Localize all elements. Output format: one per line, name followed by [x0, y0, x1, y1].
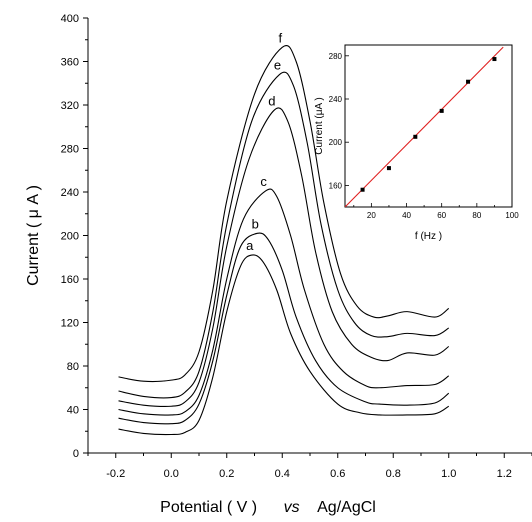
inset-fit-line: [345, 46, 504, 207]
inset-x-tick-label: 100: [505, 211, 519, 220]
series-line-e: [118, 71, 450, 399]
x-tick-label: 0.6: [330, 468, 345, 480]
inset-x-tick-label: 80: [472, 211, 481, 220]
x-tick-label: -0.2: [106, 468, 125, 480]
x-tick-label: 1.0: [441, 468, 456, 480]
y-tick-label: 240: [61, 187, 79, 199]
inset-data-point: [413, 134, 418, 139]
y-axis-title: Current ( μ A ): [25, 185, 42, 286]
y-tick-label: 200: [61, 231, 79, 243]
series-label-e: e: [274, 58, 281, 73]
series-line-c: [118, 188, 450, 416]
inset-frame: [344, 44, 513, 208]
inset-data-point: [439, 108, 444, 113]
inset-data-point: [492, 57, 497, 62]
y-tick-label: 160: [61, 274, 79, 286]
series-label-f: f: [278, 30, 282, 45]
inset-x-tick-label: 60: [437, 211, 446, 220]
series-label-c: c: [260, 174, 267, 189]
x-axis-title-ref: Ag/AgCl: [317, 499, 376, 516]
inset-y-tick-label: 240: [329, 95, 343, 104]
y-tick-label: 0: [73, 448, 79, 460]
inset-data-point: [386, 166, 391, 171]
x-tick-label: 0.0: [164, 468, 179, 480]
inset-data-point: [466, 79, 471, 84]
inset-x-tick-label: 20: [367, 211, 376, 220]
main-plot: 0 40 80 120 160 200 240 280 320 360 400 -0.2 0.0 0.2 0…: [25, 13, 532, 516]
x-tick-label: 0.8: [386, 468, 401, 480]
x-tick-label: 1.2: [497, 468, 512, 480]
inset-data-point: [360, 187, 365, 192]
inset-x-axis-title: f (Hz ): [415, 231, 442, 242]
series-line-a: [118, 254, 450, 436]
x-tick-label: 0.2: [219, 468, 234, 480]
y-tick-label: 80: [67, 361, 79, 373]
inset-plot: 160 200 240 280 20 40 60 80 100 f (Hz ) Current (μ…: [314, 44, 519, 242]
inset-y-tick-label: 280: [329, 52, 343, 61]
y-tick-label: 120: [61, 318, 79, 330]
x-axis-title-main: Potential ( V ): [160, 499, 257, 516]
series-line-f: [118, 45, 450, 382]
series-line-b: [118, 232, 450, 425]
y-tick-label: 40: [67, 405, 79, 417]
inset-y-axis-title: Current (μA ): [314, 97, 325, 154]
y-tick-label: 280: [61, 144, 79, 156]
x-axis-title-vs: vs: [284, 499, 300, 516]
series-label-a: a: [246, 238, 254, 253]
y-tick-label: 320: [61, 100, 79, 112]
series-line-d: [118, 107, 450, 407]
inset-x-tick-label: 40: [402, 211, 411, 220]
main-plot-area: 0 40 80 120 160 200 240 280 320 360 400 -0.2 0.0 0.2 0…: [61, 13, 532, 480]
x-tick-label: 0.4: [275, 468, 290, 480]
x-axis-title: Potential ( V ) vs Ag/AgCl: [160, 499, 376, 516]
inset-y-tick-label: 160: [329, 181, 343, 190]
series-label-d: d: [268, 93, 275, 108]
y-tick-label: 400: [61, 13, 79, 25]
series-label-b: b: [252, 216, 259, 231]
inset-y-tick-label: 200: [329, 138, 343, 147]
y-tick-label: 360: [61, 57, 79, 69]
